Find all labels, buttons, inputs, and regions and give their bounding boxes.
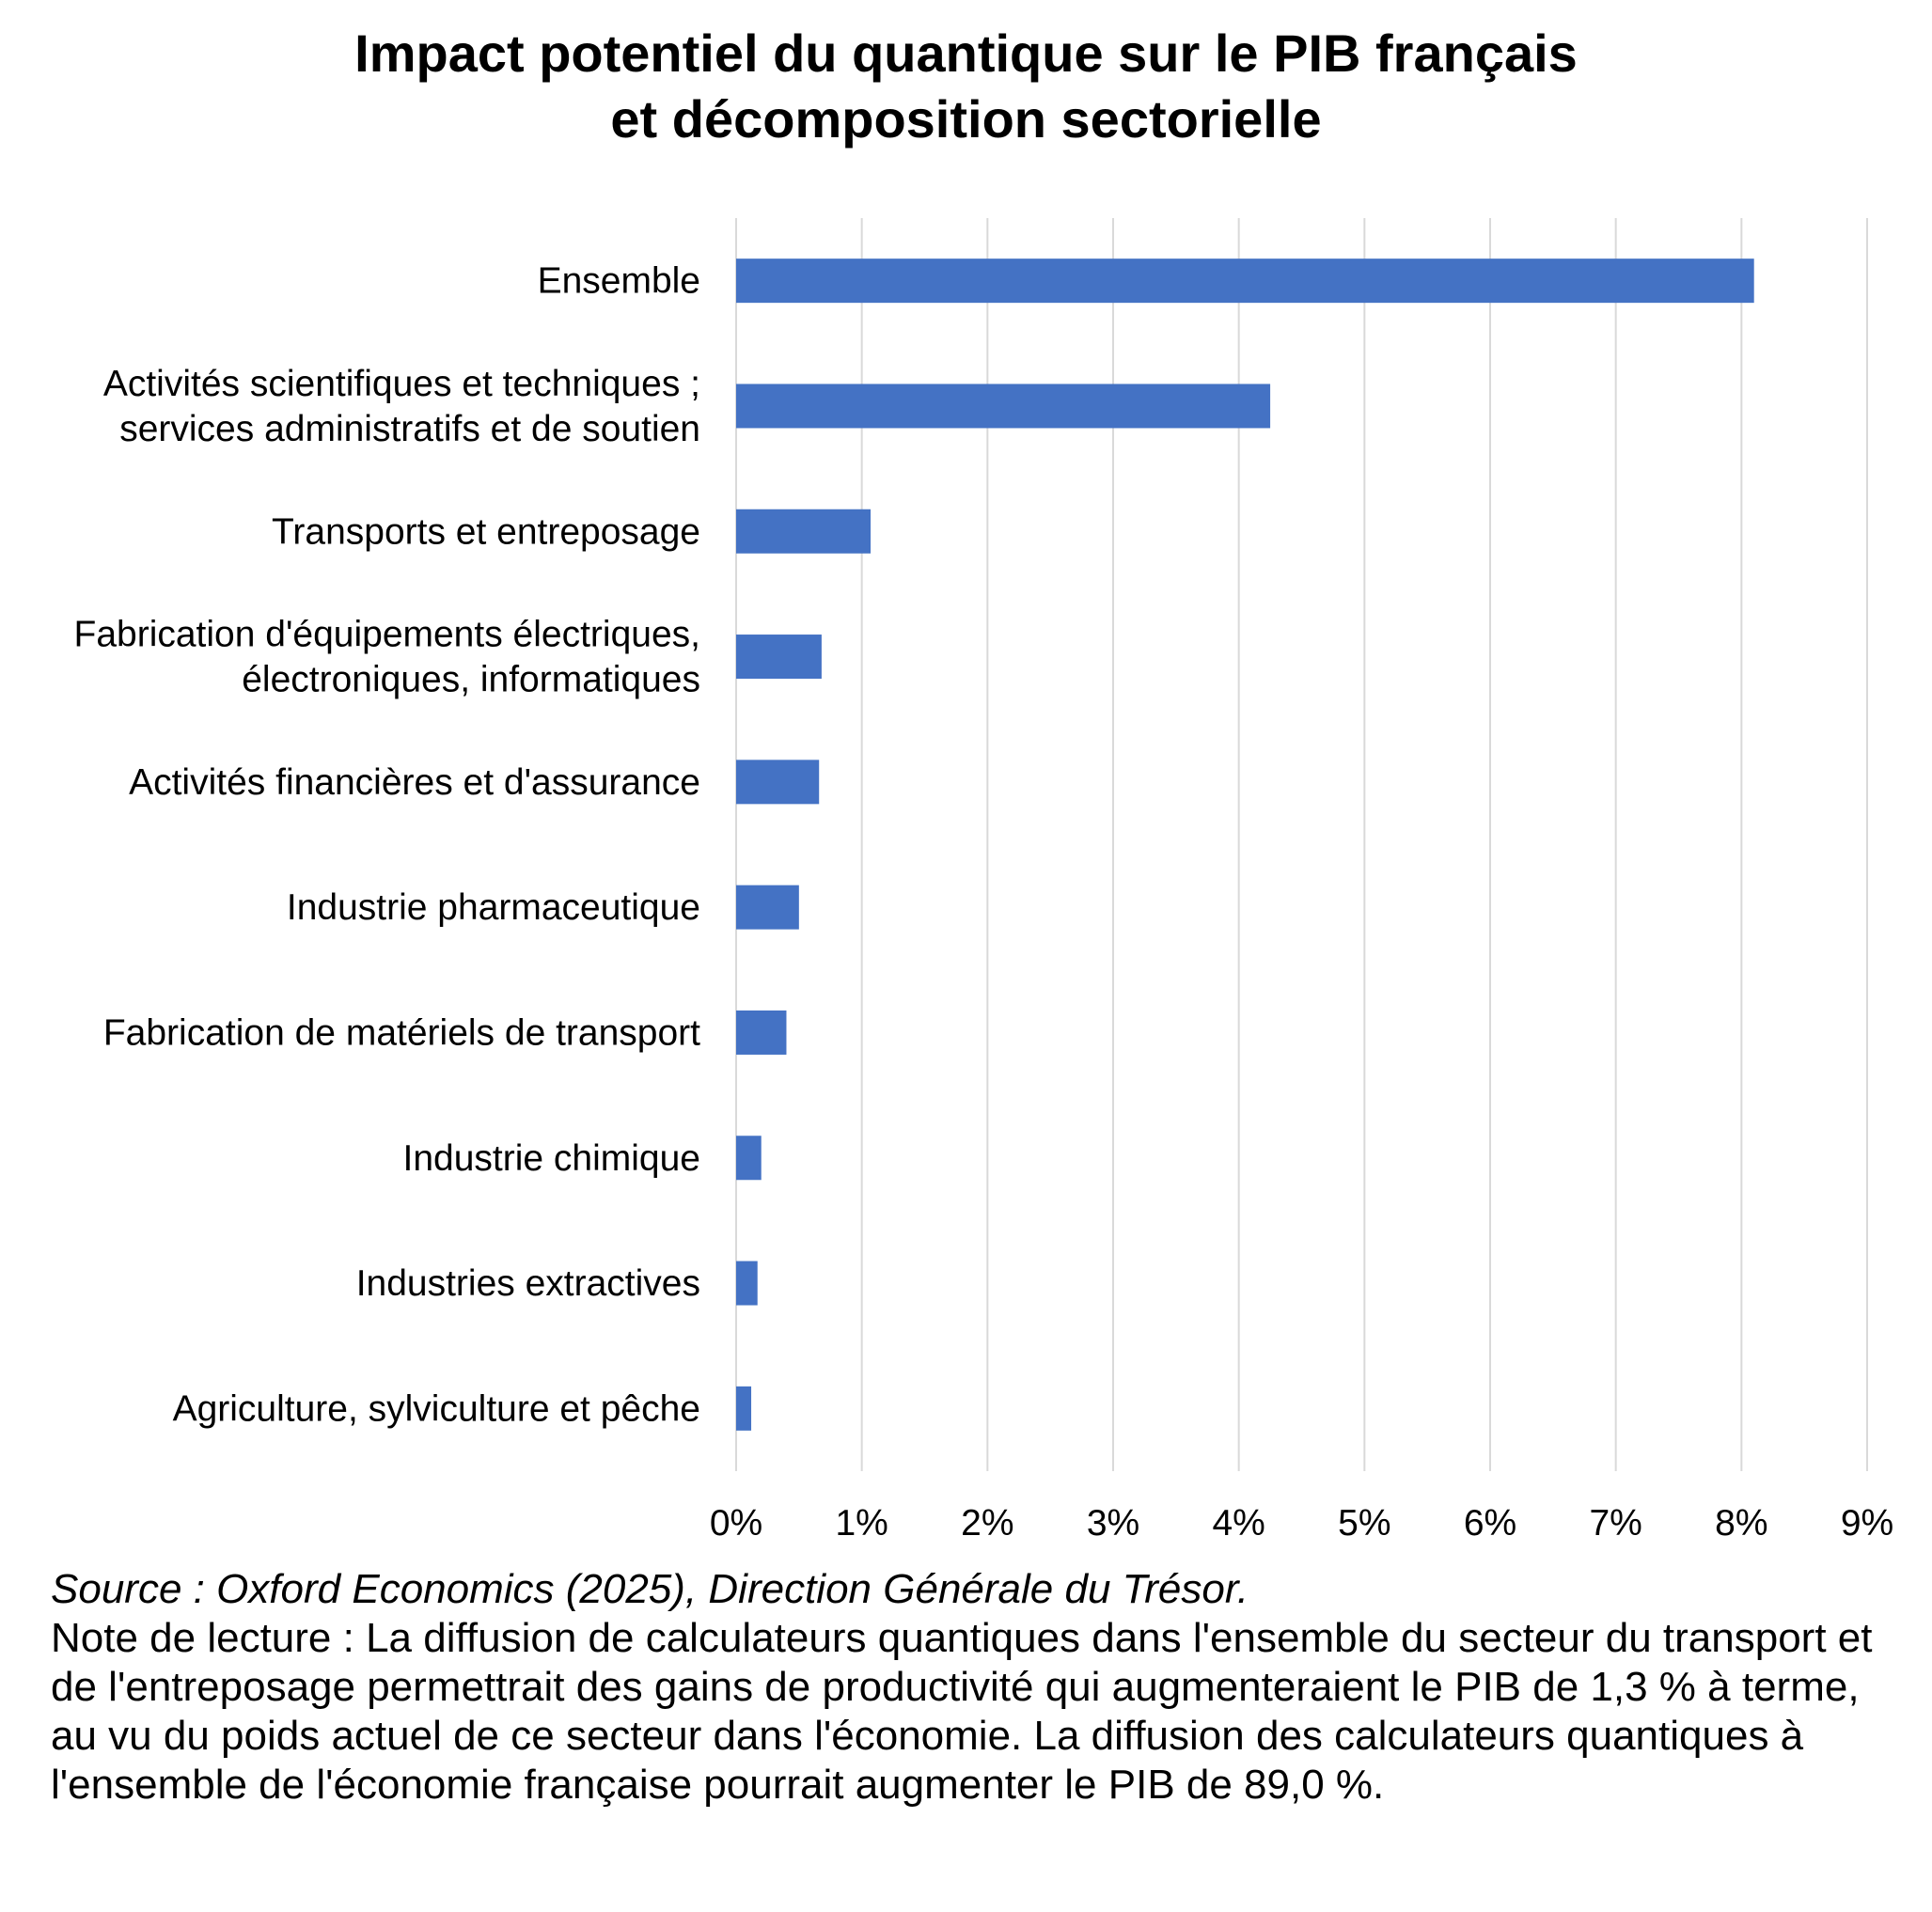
category-label-line: Activités scientifiques et techniques ;	[103, 364, 700, 404]
category-label: Transports et entreposage	[272, 511, 700, 552]
chart-footer: Source : Oxford Economics (2025), Direct…	[51, 1565, 1893, 1810]
bar	[736, 1261, 758, 1306]
x-tick-labels: 0% 1% 2% 3% 4% 5% 6% 7% 8% 9%	[710, 1503, 1893, 1544]
category-label: Industrie pharmaceutique	[287, 887, 700, 928]
category-label-line: services administratifs et de soutien	[119, 409, 700, 449]
category-label-line: électroniques, informatiques	[242, 660, 700, 700]
category-label: Ensemble	[538, 261, 700, 302]
category-label: Activités financières et d'assurance	[129, 762, 700, 803]
category-label-line: Agriculture, sylviculture et pêche	[173, 1388, 700, 1429]
category-label-line: Fabrication de matériels de transport	[103, 1012, 700, 1053]
category-label: Industries extractives	[356, 1263, 700, 1304]
x-tick-label: 4%	[1212, 1503, 1264, 1544]
category-label-line: Transports et entreposage	[272, 511, 700, 552]
category-label: Fabrication de matériels de transport	[103, 1012, 700, 1053]
x-tick-label: 2%	[961, 1503, 1013, 1544]
bar	[736, 1386, 752, 1431]
chart-title: Impact potentiel du quantique sur le PIB…	[0, 21, 1932, 152]
category-label-line: Industrie pharmaceutique	[287, 887, 700, 928]
category-labels: Ensemble Activités scientifiques et techn…	[74, 261, 701, 1430]
category-label-line: Fabrication d'équipements électriques,	[74, 615, 701, 655]
x-tick-label: 1%	[835, 1503, 887, 1544]
bar	[736, 635, 822, 680]
category-label-line: Activités financières et d'assurance	[129, 762, 700, 803]
category-label-line: Industrie chimique	[403, 1138, 701, 1179]
bar	[736, 1136, 762, 1181]
category-label: Activités scientifiques et techniques ; s…	[103, 364, 700, 449]
x-tick-label: 3%	[1087, 1503, 1139, 1544]
x-tick-label: 8%	[1715, 1503, 1767, 1544]
category-label-line: Industries extractives	[356, 1263, 700, 1304]
x-tick-label: 6%	[1464, 1503, 1516, 1544]
x-tick-label: 7%	[1589, 1503, 1641, 1544]
bar	[736, 885, 799, 930]
category-label: Industrie chimique	[403, 1138, 701, 1179]
source-text: Source : Oxford Economics (2025), Direct…	[51, 1566, 1249, 1612]
x-tick-label: 5%	[1338, 1503, 1390, 1544]
category-label: Agriculture, sylviculture et pêche	[173, 1388, 700, 1429]
bar	[736, 384, 1271, 429]
bar	[736, 259, 1754, 304]
category-label-line: Ensemble	[538, 261, 700, 302]
bar	[736, 1010, 787, 1055]
bars	[736, 259, 1754, 1431]
bar-chart: Ensemble Activités scientifiques et techn…	[74, 218, 1893, 1544]
category-label: Fabrication d'équipements électriques, él…	[74, 615, 701, 700]
x-tick-label: 9%	[1841, 1503, 1893, 1544]
bar	[736, 760, 820, 805]
x-tick-label: 0%	[710, 1503, 762, 1544]
chart-title-line-2: et décomposition sectorielle	[610, 89, 1322, 149]
bar	[736, 509, 872, 554]
chart-title-line-1: Impact potentiel du quantique sur le PIB…	[354, 24, 1578, 83]
reading-note: Note de lecture : La diffusion de calcul…	[51, 1615, 1873, 1808]
